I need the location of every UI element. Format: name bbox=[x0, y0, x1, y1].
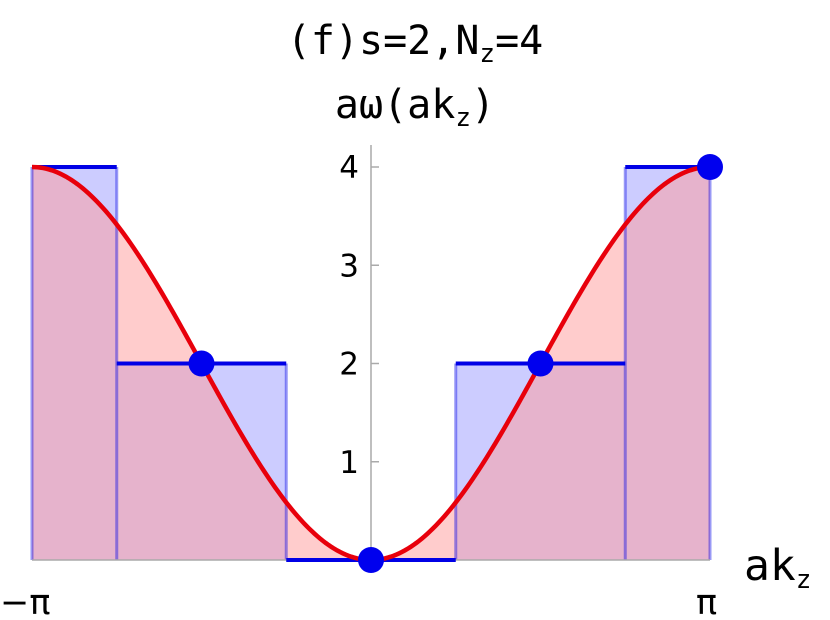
step-divider-layer bbox=[30, 167, 712, 560]
sample-point-1 bbox=[358, 547, 384, 573]
chart-title-line-2: aω(akz) bbox=[334, 82, 496, 133]
x-tick-label-left: −π bbox=[0, 583, 50, 620]
curve-fill-layer bbox=[32, 167, 710, 560]
sample-point-3 bbox=[697, 154, 723, 180]
sample-point-0 bbox=[188, 350, 215, 377]
y-tick-layer: 1 2 3 4 bbox=[339, 150, 379, 481]
curve-area-fill bbox=[32, 167, 710, 560]
point-layer bbox=[188, 154, 723, 573]
sample-point-2 bbox=[527, 350, 554, 377]
x-tick-label-right: π bbox=[696, 583, 717, 620]
y-tick-label-2: 2 bbox=[339, 347, 359, 383]
y-tick-label-1: 1 bbox=[339, 445, 359, 481]
x-axis-label: akz bbox=[744, 541, 812, 595]
chart-title-line-1: (f)s=2,Nz=4 bbox=[286, 18, 544, 69]
y-tick-label-3: 3 bbox=[339, 248, 359, 284]
y-tick-label-4: 4 bbox=[339, 150, 359, 186]
